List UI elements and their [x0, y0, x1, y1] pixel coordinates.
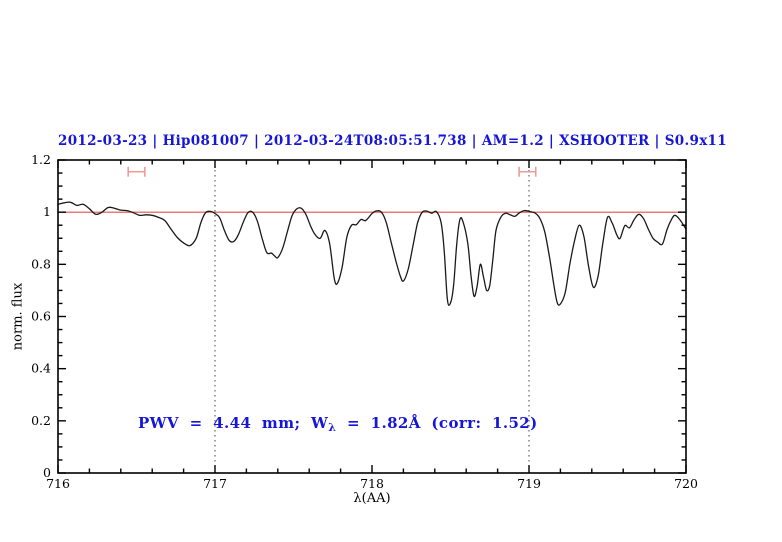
- y-tick-label: 0.8: [31, 256, 51, 271]
- band-marker: [518, 166, 537, 177]
- y-tick-label: 1.2: [31, 152, 51, 167]
- y-tick-label: 0.4: [31, 361, 51, 376]
- y-tick-label: 1: [43, 204, 51, 219]
- spectrum-curve: [57, 201, 687, 307]
- pwv-annotation-suffix: = 1.82Å (corr: 1.52): [336, 414, 538, 432]
- pwv-annotation-lambda-subscript: λ: [328, 421, 337, 434]
- x-axis-label: λ(AA): [353, 491, 391, 506]
- plot-title: 2012-03-23 | Hip081007 | 2012-03-24T08:0…: [58, 133, 727, 149]
- band-marker: [127, 166, 146, 177]
- x-tick-label: 720: [674, 476, 698, 491]
- x-tick-label: 718: [360, 476, 384, 491]
- pwv-annotation-prefix: PWV = 4.44 mm; W: [138, 414, 329, 432]
- x-tick-label: 717: [203, 476, 227, 491]
- x-tick-label: 716: [46, 476, 70, 491]
- pwv-annotation: PWV = 4.44 mm; Wλ = 1.82Å (corr: 1.52): [138, 414, 538, 434]
- y-tick-label: 0.2: [31, 413, 51, 428]
- y-tick-label: 0.6: [31, 309, 51, 324]
- x-tick-label: 719: [517, 476, 541, 491]
- y-tick-label: 0: [43, 465, 51, 480]
